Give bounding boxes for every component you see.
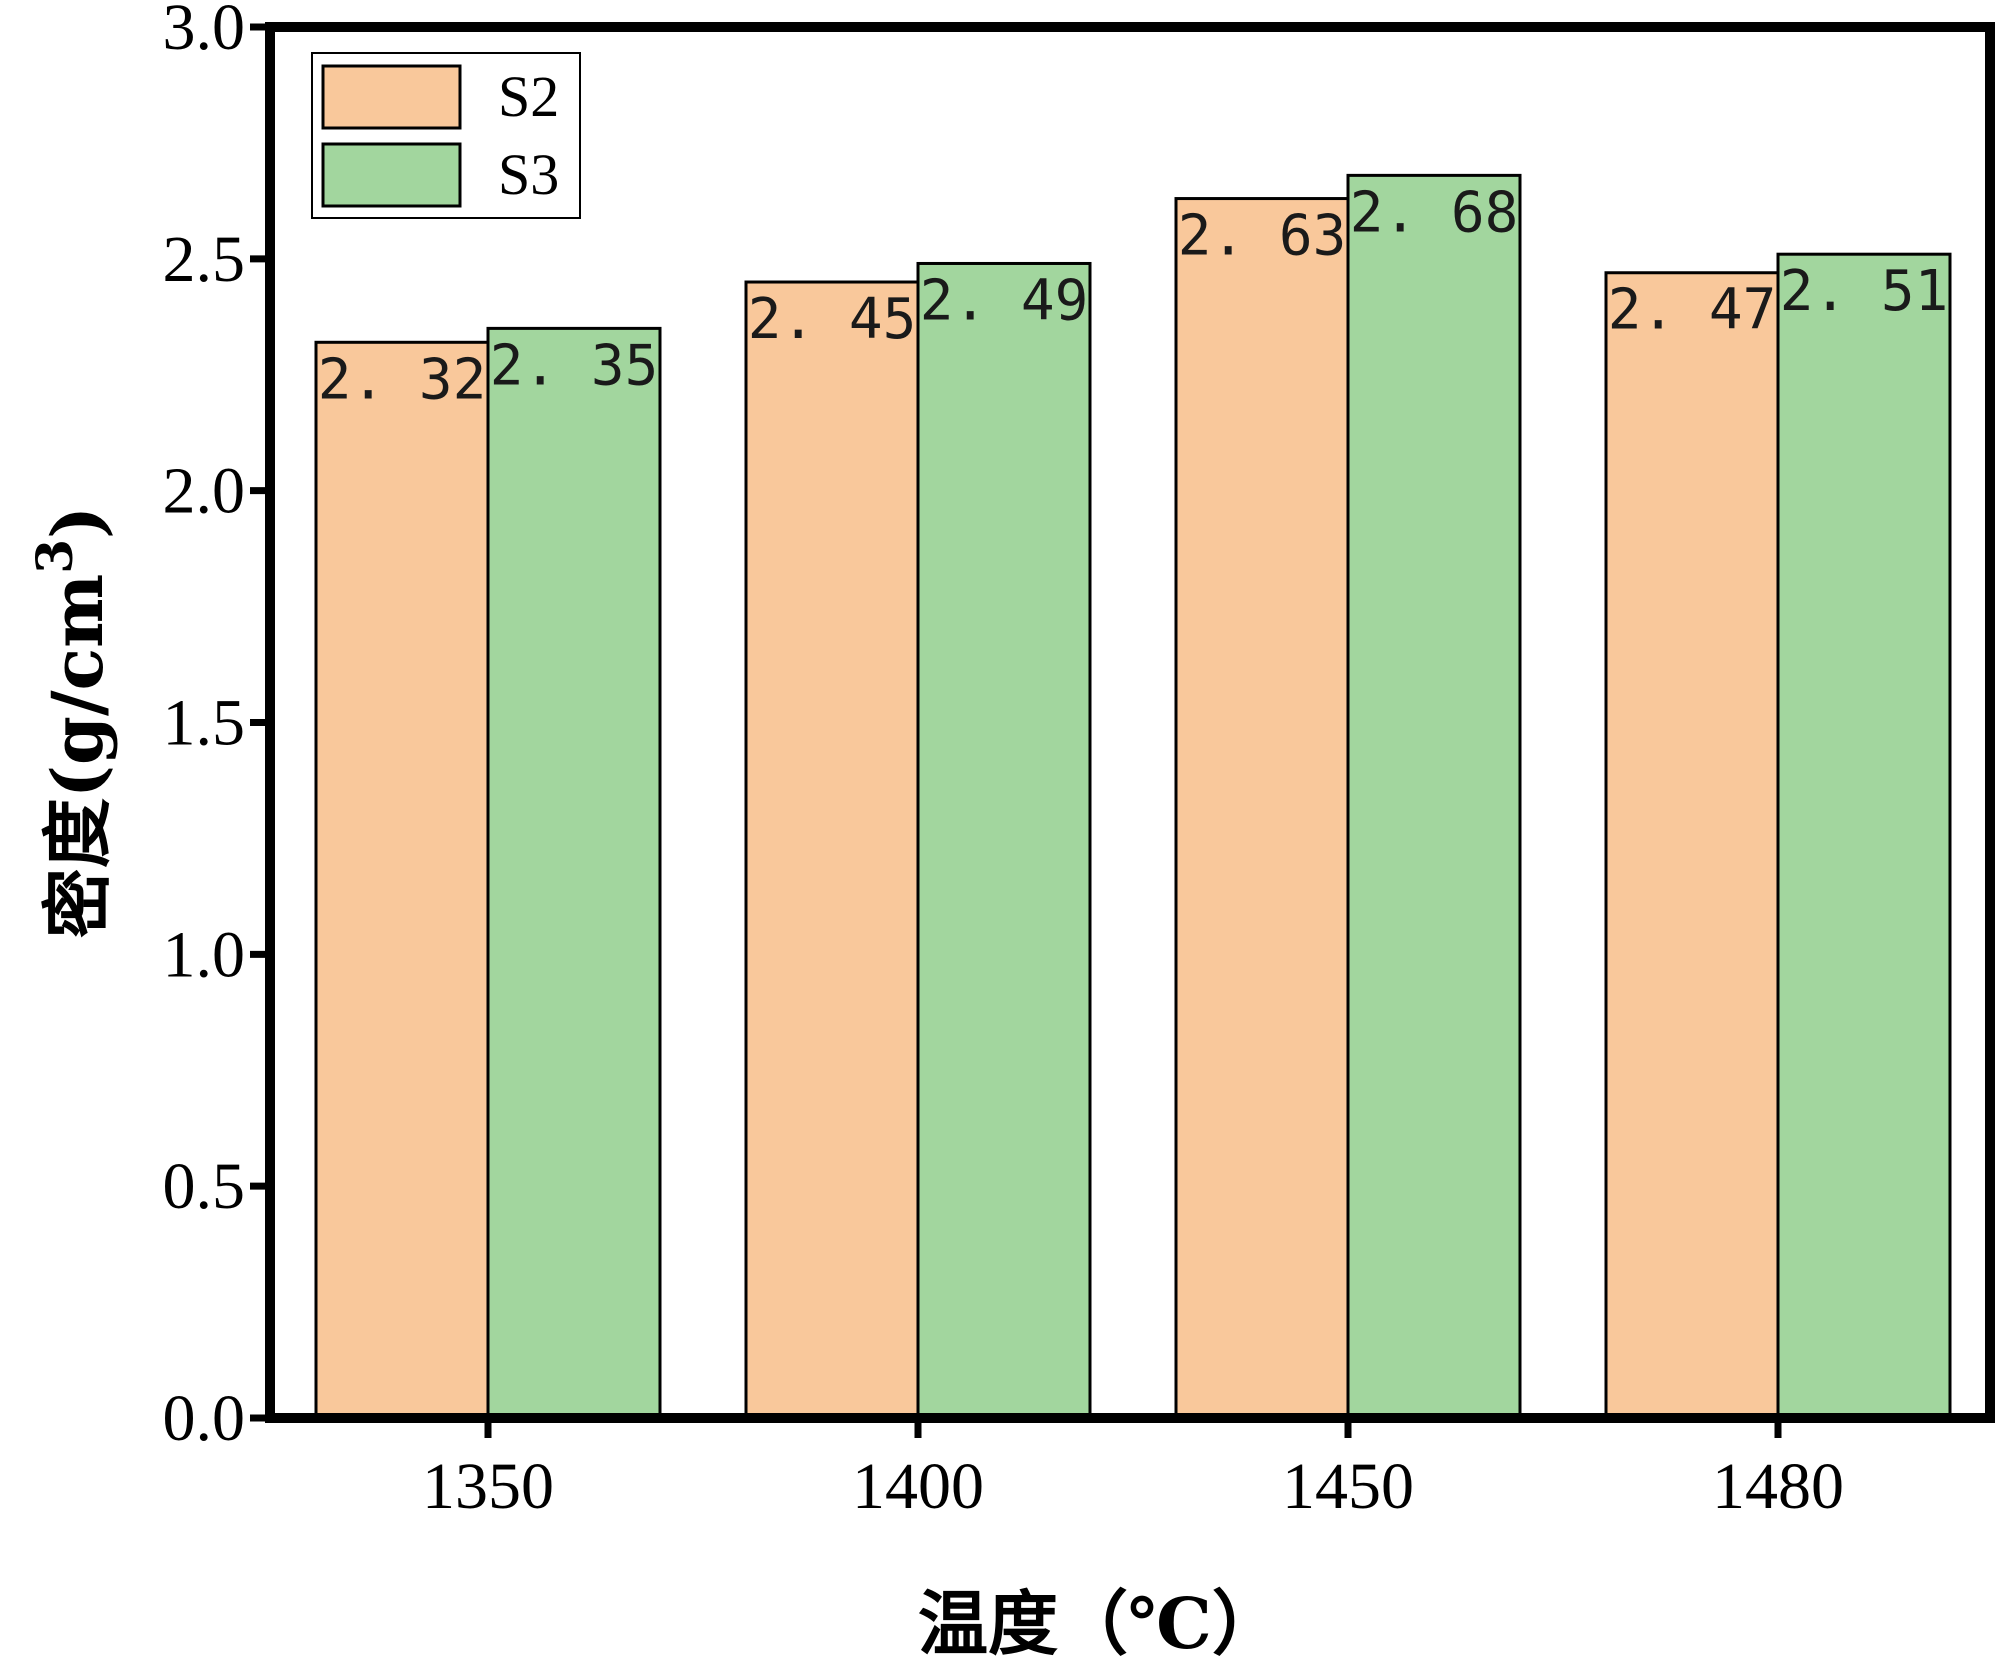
data-label-s2-1350: 2. 32 <box>318 347 487 412</box>
y-tick-label: 1.0 <box>163 918 246 991</box>
bar-s2-1450 <box>1174 197 1350 1420</box>
bar-s2-1350 <box>314 340 490 1420</box>
legend-label-s2: S2 <box>498 64 559 129</box>
bar-s3-1480 <box>1776 252 1952 1420</box>
y-tick-label: 1.5 <box>163 687 246 760</box>
bar-s3-1450 <box>1346 173 1522 1420</box>
y-tick-label: 2.0 <box>163 455 246 528</box>
data-label-s2-1480: 2. 47 <box>1608 278 1777 343</box>
data-label-s3-1350: 2. 35 <box>490 333 659 398</box>
y-tick-label: 0.5 <box>163 1150 246 1223</box>
data-label-s2-1400: 2. 45 <box>748 287 917 352</box>
x-tick-label: 1480 <box>1712 1450 1844 1523</box>
data-label-s2-1450: 2. 63 <box>1178 204 1347 269</box>
data-label-s3-1450: 2. 68 <box>1350 180 1519 245</box>
x-axis: 1350 1400 1450 1480 <box>422 1418 1844 1523</box>
bar-s3-1400 <box>916 261 1092 1420</box>
x-tick-label: 1350 <box>422 1450 554 1523</box>
legend-label-s3: S3 <box>498 142 559 207</box>
y-tick-label: 0.0 <box>163 1382 246 1455</box>
y-axis: 0.0 0.5 1.0 1.5 2.0 2.5 3.0 <box>163 0 270 1455</box>
data-label-s3-1480: 2. 51 <box>1780 259 1949 324</box>
bars-layer <box>314 173 1952 1420</box>
x-axis-title: 温度（℃） <box>918 1582 1282 1661</box>
bar-s2-1480 <box>1604 271 1780 1420</box>
y-axis-title: 密度(g/cm3) <box>25 506 119 938</box>
bar-s3-1350 <box>486 326 662 1420</box>
y-tick-label: 3.0 <box>163 0 246 64</box>
data-labels-layer: 2. 32 2. 35 2. 45 2. 49 2. 63 2. 68 2. 47 2. 51 <box>318 180 1949 412</box>
bar-s2-1400 <box>744 280 920 1420</box>
legend-swatch-s3 <box>321 142 462 208</box>
legend-swatch-s2 <box>321 64 462 130</box>
data-label-s3-1400: 2. 49 <box>920 268 1089 333</box>
x-tick-label: 1400 <box>852 1450 984 1523</box>
y-axis-title-main: 密度(g/cm <box>36 574 119 938</box>
y-tick-label: 2.5 <box>163 223 246 296</box>
x-tick-label: 1450 <box>1282 1450 1414 1523</box>
y-axis-title-close: ) <box>36 506 119 539</box>
y-axis-title-superscript: 3 <box>25 539 84 574</box>
